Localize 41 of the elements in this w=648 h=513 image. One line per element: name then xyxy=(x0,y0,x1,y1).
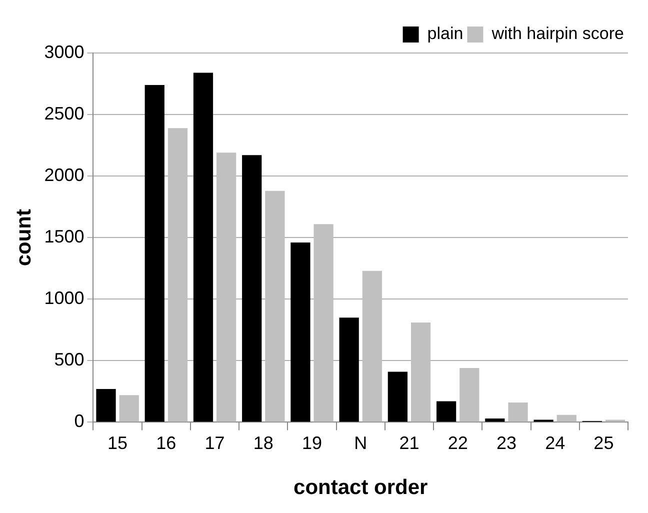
bar xyxy=(96,388,116,422)
bar xyxy=(410,322,431,422)
y-tick-label: 500 xyxy=(54,350,84,370)
bar xyxy=(119,395,139,422)
bar xyxy=(242,155,262,422)
y-tick-label: 1000 xyxy=(44,288,84,308)
x-tick-label: 25 xyxy=(594,432,614,453)
bar xyxy=(290,242,310,422)
x-tick-label: 24 xyxy=(545,432,566,453)
y-axis-title: count xyxy=(12,209,36,266)
y-tick-label: 3000 xyxy=(44,42,84,62)
x-tick-label: 17 xyxy=(204,432,225,453)
bar xyxy=(339,318,359,422)
x-tick-label: 18 xyxy=(253,432,274,453)
y-tick-label: 2000 xyxy=(44,165,84,186)
bar xyxy=(556,414,576,422)
x-tick-label: 16 xyxy=(156,432,176,453)
x-tick-label: 19 xyxy=(302,432,322,453)
x-axis-title: contact order xyxy=(294,476,428,500)
bar xyxy=(314,224,334,422)
bar xyxy=(436,401,456,422)
x-tick-label: 23 xyxy=(496,432,516,453)
x-tick-label: 22 xyxy=(448,432,468,453)
bar xyxy=(193,72,214,422)
x-tick-label: 21 xyxy=(399,432,420,453)
bar xyxy=(362,270,382,422)
legend-label: plain xyxy=(427,24,464,44)
bar xyxy=(508,402,528,422)
bar xyxy=(388,372,408,422)
bar xyxy=(265,190,285,422)
x-tick-label: N xyxy=(354,432,368,453)
bar xyxy=(144,85,164,422)
legend-label: with hairpin score xyxy=(490,24,624,44)
y-tick-label: 2500 xyxy=(44,104,84,124)
bar xyxy=(485,418,505,422)
bar xyxy=(168,128,188,422)
bar xyxy=(460,368,480,422)
y-tick-label: 1500 xyxy=(44,226,84,247)
x-tick-label: 15 xyxy=(108,432,128,453)
bar xyxy=(216,152,236,422)
y-tick-label: 0 xyxy=(74,411,84,432)
